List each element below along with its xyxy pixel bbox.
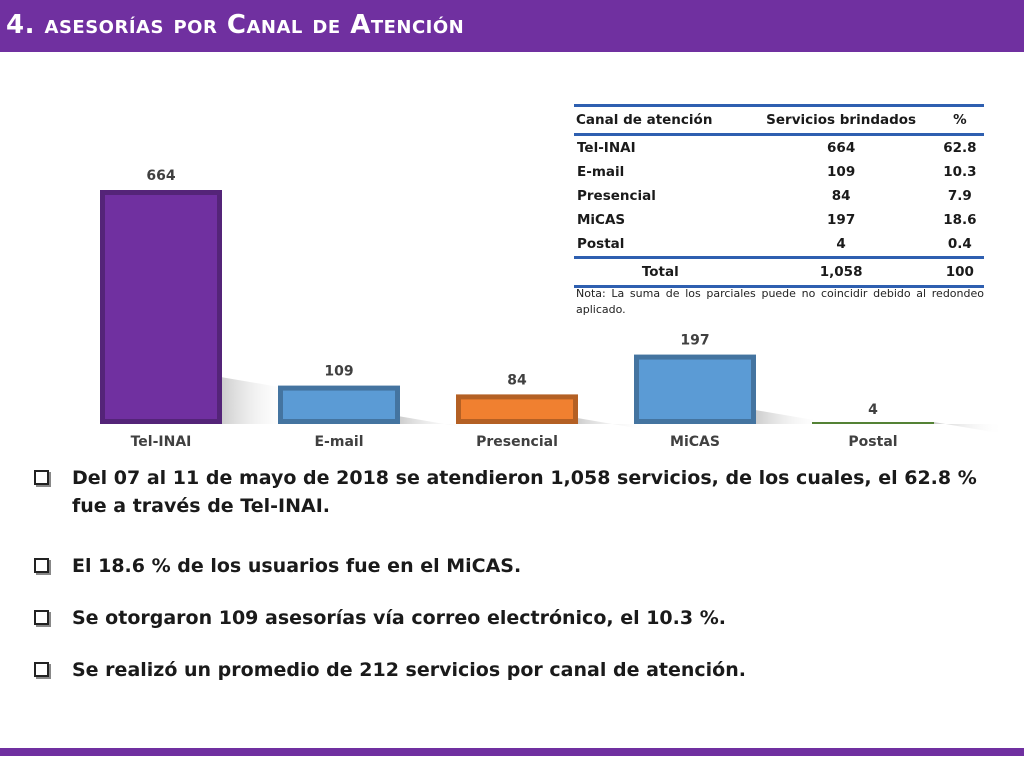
bar-value-label: 109 xyxy=(324,364,353,380)
bar-face xyxy=(283,390,395,419)
table-cell: 84 xyxy=(831,188,851,204)
bullet-text: Se realizó un promedio de 212 servicios … xyxy=(72,659,746,681)
column-header: Canal de atención xyxy=(574,104,747,136)
category-label: Tel-INAI xyxy=(131,434,192,450)
checkbox-icon xyxy=(34,470,49,485)
table-cell: 18.6 xyxy=(943,212,977,228)
bullet-list: Del 07 al 11 de mayo de 2018 se atendier… xyxy=(30,464,1010,708)
total-services: 1,058 xyxy=(746,256,936,288)
table-row: Postal 4 0.4 xyxy=(574,232,984,258)
table-cell: 197 xyxy=(827,212,856,228)
table-total-row: Total 1,058 100 xyxy=(574,256,984,288)
bullet-text: Se otorgaron 109 asesorías vía correo el… xyxy=(72,607,726,629)
checkbox-icon xyxy=(34,662,49,677)
bar-shadow xyxy=(578,418,648,431)
table-cell: 7.9 xyxy=(947,188,972,204)
bar-value-label: 664 xyxy=(146,168,175,184)
column-header: Servicios brindados xyxy=(746,104,936,136)
table-cell: Postal xyxy=(577,236,625,252)
table-cell: 109 xyxy=(827,164,856,180)
table-header-row: Canal de atención Servicios brindados % xyxy=(574,104,984,136)
bar-face xyxy=(461,399,573,419)
bar-shadow xyxy=(756,410,826,424)
table-cell: Tel-INAI xyxy=(577,140,636,156)
page-title: 4. asesorías por Canal de Atención xyxy=(6,10,465,40)
category-label: Presencial xyxy=(476,434,558,450)
header-bar: 4. asesorías por Canal de Atención xyxy=(0,0,1024,52)
bullet-item: Se otorgaron 109 asesorías vía correo el… xyxy=(30,604,1010,632)
bar-shadow xyxy=(400,416,470,429)
bar-face xyxy=(105,195,217,419)
bar-face xyxy=(639,359,751,419)
bullet-text: El 18.6 % de los usuarios fue en el MiCA… xyxy=(72,555,522,577)
table-cell: 10.3 xyxy=(943,164,977,180)
column-header: % xyxy=(935,104,984,136)
bar-shadow xyxy=(222,377,292,424)
checkbox-icon xyxy=(34,610,49,625)
table-cell: MiCAS xyxy=(577,212,626,228)
category-label: Postal xyxy=(848,434,897,450)
table-cell: 0.4 xyxy=(947,236,972,252)
table-row: Presencial 84 7.9 xyxy=(574,184,984,208)
bar-shadow xyxy=(934,422,1004,434)
footer-bar xyxy=(0,748,1024,756)
bar-value-label: 197 xyxy=(680,333,709,349)
table-cell: Presencial xyxy=(577,188,656,204)
bullet-item: Del 07 al 11 de mayo de 2018 se atendier… xyxy=(30,464,1010,520)
bullet-text: Del 07 al 11 de mayo de 2018 se atendier… xyxy=(72,467,977,517)
bar-postal xyxy=(812,422,934,424)
category-label: MiCAS xyxy=(670,434,720,450)
table-cell: 62.8 xyxy=(943,140,977,156)
bar-value-label: 4 xyxy=(868,402,878,418)
category-label: E-mail xyxy=(314,434,363,450)
data-table: Canal de atención Servicios brindados % … xyxy=(574,104,984,288)
bullet-item: El 18.6 % de los usuarios fue en el MiCA… xyxy=(30,552,1010,580)
table-cell: 664 xyxy=(827,140,856,156)
table-row: Tel-INAI 664 62.8 xyxy=(574,135,984,161)
total-label: Total xyxy=(574,256,747,288)
bar-value-label: 84 xyxy=(507,372,527,388)
bar-chart: 664 109 84 197 4 Tel-INAI E-mail Presencial MiC… xyxy=(100,168,1004,450)
table-row: MiCAS 197 18.6 xyxy=(574,208,984,232)
table-cell: E-mail xyxy=(577,164,625,180)
total-percent: 100 xyxy=(935,256,984,288)
table-row: E-mail 109 10.3 xyxy=(574,160,984,184)
table-cell: 4 xyxy=(836,236,846,252)
table-note: Nota: La suma de los parciales puede no … xyxy=(576,287,984,316)
checkbox-icon xyxy=(34,558,49,573)
bullet-item: Se realizó un promedio de 212 servicios … xyxy=(30,656,1010,684)
